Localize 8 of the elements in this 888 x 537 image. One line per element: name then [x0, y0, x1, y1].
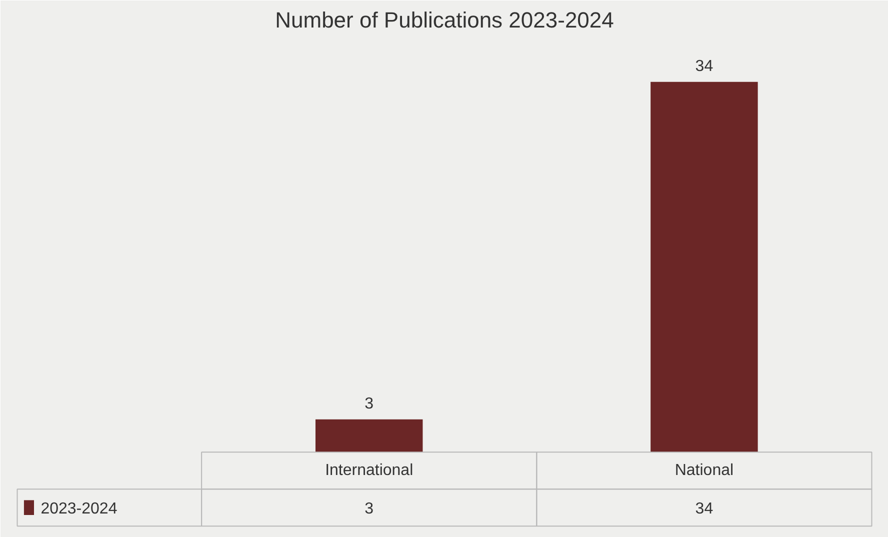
legend-label: 2023-2024	[40, 500, 118, 518]
data-label: 34	[695, 500, 714, 518]
x-tick-label: National	[674, 462, 734, 480]
annotation: 3	[364, 395, 374, 412]
x-tick-label: International	[325, 462, 414, 480]
text: 34	[695, 58, 714, 75]
chart-title: Number of Publications 2023-2024	[275, 8, 614, 32]
data-label: 3	[364, 500, 374, 518]
